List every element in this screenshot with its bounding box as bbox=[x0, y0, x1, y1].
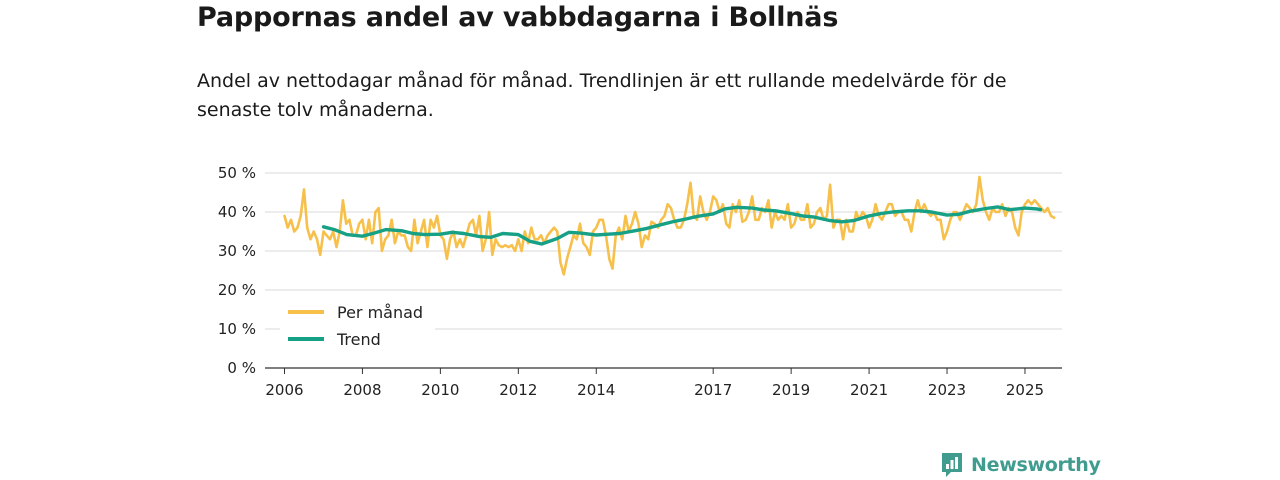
y-tick-label: 40 % bbox=[218, 203, 256, 221]
y-tick-label: 30 % bbox=[218, 242, 256, 260]
x-tick-label: 2006 bbox=[265, 381, 303, 399]
chart-subtitle: Andel av nettodagar månad för månad. Tre… bbox=[197, 70, 1007, 121]
x-tick-label: 2019 bbox=[772, 381, 810, 399]
x-tick-label: 2017 bbox=[694, 381, 732, 399]
series-line-per-manad bbox=[283, 175, 1056, 276]
x-tick-label: 2010 bbox=[421, 381, 459, 399]
x-tick-label: 2021 bbox=[850, 381, 888, 399]
x-tick-label: 2008 bbox=[343, 381, 381, 399]
y-tick-label: 0 % bbox=[227, 359, 256, 377]
brand-name: Newsworthy bbox=[971, 454, 1101, 476]
newsworthy-brand: Newsworthy bbox=[940, 450, 1101, 480]
bar-chart-speech-bubble-icon bbox=[942, 453, 962, 477]
legend-background bbox=[280, 298, 435, 352]
y-tick-label: 50 % bbox=[218, 164, 256, 182]
x-tick-label: 2014 bbox=[577, 381, 615, 399]
x-tick-label: 2012 bbox=[499, 381, 537, 399]
legend-label: Trend bbox=[336, 330, 381, 349]
y-tick-label: 20 % bbox=[218, 281, 256, 299]
x-tick-label: 2023 bbox=[928, 381, 966, 399]
series-line-trend bbox=[321, 205, 1043, 246]
x-tick-label: 2025 bbox=[1006, 381, 1044, 399]
chart-title: Pappornas andel av vabbdagarna i Bollnäs bbox=[197, 2, 839, 33]
legend-label: Per månad bbox=[337, 303, 423, 322]
y-tick-label: 10 % bbox=[218, 320, 256, 338]
